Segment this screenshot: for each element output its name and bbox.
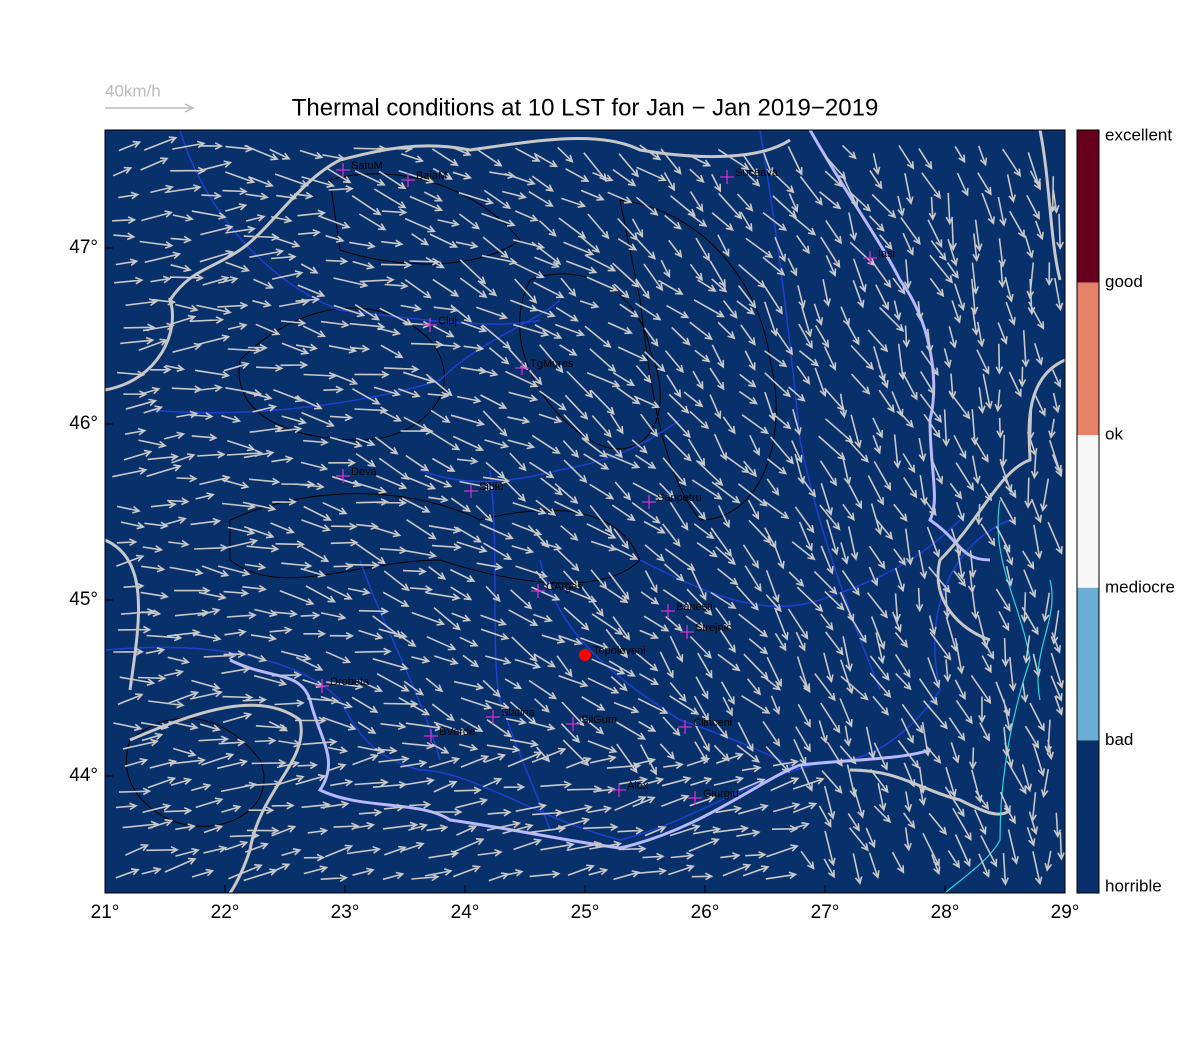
station-marker (423, 318, 437, 332)
station-label: Drobeta (330, 676, 370, 688)
river (149, 299, 561, 414)
colorbar-label: excellent (1105, 125, 1172, 144)
station-label: Topoleveni (593, 645, 646, 657)
border (936, 129, 1066, 642)
station-label: Slatina (501, 707, 536, 719)
x-tick-label: 24° (451, 902, 480, 923)
station-label: CArges (546, 581, 583, 593)
station-marker (336, 163, 350, 177)
border (104, 538, 303, 894)
station-marker (642, 495, 656, 509)
station-marker (515, 361, 529, 375)
colorbar-label: good (1105, 272, 1143, 291)
y-tick-label: 46° (69, 413, 98, 434)
station-marker (720, 170, 734, 184)
colorbar-segment (1077, 740, 1099, 893)
station-label: Strejnic (695, 622, 732, 634)
station-label: Banesti (676, 601, 713, 613)
y-tick-label: 44° (69, 765, 98, 786)
station-marker (315, 679, 329, 693)
x-tick-label: 23° (331, 902, 360, 923)
colorbar-label: ok (1105, 425, 1123, 444)
station-marker (531, 584, 545, 598)
station-marker (566, 717, 580, 731)
axes: 21° 22° 23° 24° 25° 26° 27° 28° 29° 44° 45° 46° 47° (69, 237, 1079, 923)
station-label: Cluj (438, 315, 457, 327)
river (489, 469, 551, 831)
y-tick-label: 47° (69, 237, 98, 258)
station-marker (612, 783, 626, 797)
station-marker (424, 729, 438, 743)
x-tick-label: 25° (571, 902, 600, 923)
contour (238, 307, 445, 441)
y-tick-label: 45° (69, 589, 98, 610)
station-label: TgMures (530, 358, 574, 370)
station-marker (680, 625, 694, 639)
station-label: Suceava (735, 167, 779, 179)
contour (329, 173, 521, 265)
river (759, 129, 881, 691)
station-label: Clinceni (693, 717, 732, 729)
station-marker (401, 173, 415, 187)
station-label: BVerde (439, 726, 475, 738)
colorbar-segment (1077, 282, 1099, 436)
station-marker (336, 469, 350, 483)
station-label: Iasi (878, 248, 895, 260)
river (179, 129, 541, 325)
colorbar-label: bad (1105, 730, 1133, 749)
station-label: Sibiu (479, 481, 503, 493)
river (419, 419, 681, 483)
station-marker (863, 251, 877, 265)
colorbar-segment (1077, 587, 1099, 741)
x-tick-label: 29° (1051, 902, 1080, 923)
station-marker (486, 710, 500, 724)
contour (619, 199, 777, 521)
coast (944, 499, 1031, 894)
x-tick-label: 21° (91, 902, 120, 923)
station-marker (688, 791, 702, 805)
x-tick-label: 22° (211, 902, 240, 923)
station-dot (579, 649, 591, 661)
station-label: Sanpetru (657, 492, 702, 504)
station-label: Deva (351, 466, 378, 478)
river (104, 519, 1011, 841)
colorbar-segment (1077, 130, 1099, 283)
map-title: Thermal conditions at 10 LST for Jan − J… (292, 94, 879, 121)
colorbar-label: horrible (1105, 876, 1162, 895)
station-label: SatuM (351, 160, 383, 172)
arrow-key-arrow (105, 103, 195, 113)
river (359, 559, 441, 761)
station-label: Giurgiu (703, 788, 738, 800)
colorbar-label: mediocre (1105, 577, 1175, 596)
stations: SatuM BaiaM Suceava Iasi Cluj TgMures Deva Sibi… (315, 160, 895, 805)
river (539, 559, 801, 771)
wind-arrows (112, 136, 1066, 886)
coast (1037, 579, 1053, 701)
arrow-key (105, 103, 195, 113)
station-label: BaiaM (416, 170, 447, 182)
x-tick-label: 27° (811, 902, 840, 923)
x-tick-label: 28° (931, 902, 960, 923)
station-label: SilGum (581, 714, 617, 726)
colorbar-frame (1076, 129, 1100, 894)
border (849, 768, 1012, 816)
wind-field (112, 136, 1066, 886)
coastline (944, 499, 1053, 894)
station-marker (661, 604, 675, 618)
colorbar-segment (1077, 435, 1099, 588)
station-marker (464, 484, 478, 498)
station-label: Alex (627, 780, 649, 792)
x-tick-label: 26° (691, 902, 720, 923)
colorbar: excellent good ok mediocre bad horrible (1076, 125, 1175, 895)
station-marker (678, 720, 692, 734)
arrow-key-label: 40km/h (105, 81, 161, 100)
rivers (104, 129, 1011, 841)
